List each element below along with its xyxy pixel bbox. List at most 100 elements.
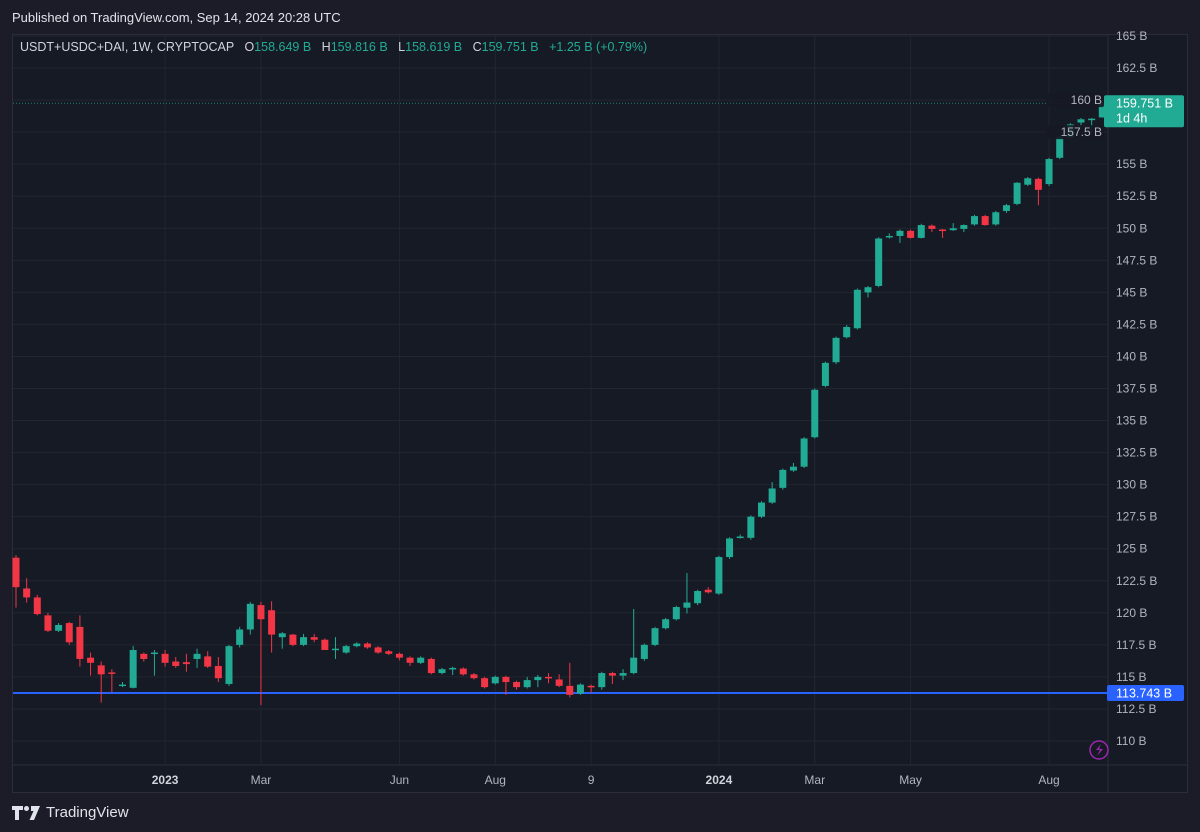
candle-up[interactable] — [342, 646, 350, 653]
candle-up[interactable] — [523, 680, 531, 688]
candle-up[interactable] — [1056, 137, 1064, 158]
candle-up[interactable] — [417, 657, 425, 663]
lightning-icon[interactable] — [1089, 740, 1109, 760]
candle-down[interactable] — [363, 643, 371, 648]
candle-down[interactable] — [204, 656, 212, 667]
candle-up[interactable] — [449, 667, 457, 670]
candle-up[interactable] — [1024, 178, 1032, 185]
candle-up[interactable] — [1045, 159, 1053, 185]
candle-up[interactable] — [1088, 118, 1096, 121]
candle-down[interactable] — [310, 637, 318, 640]
candle-down[interactable] — [97, 665, 105, 675]
candle-down[interactable] — [108, 672, 116, 674]
candle-up[interactable] — [246, 603, 254, 630]
candle-up[interactable] — [843, 326, 851, 338]
candle-down[interactable] — [928, 225, 936, 229]
candle-up[interactable] — [747, 516, 755, 538]
candle-up[interactable] — [800, 438, 808, 467]
candle-down[interactable] — [907, 230, 915, 238]
candle-up[interactable] — [1098, 103, 1106, 118]
candle-down[interactable] — [513, 682, 521, 688]
candle-up[interactable] — [853, 289, 861, 329]
symbol-name[interactable]: USDT+USDC+DAI, 1W, CRYPTOCAP — [20, 40, 234, 54]
candle-up[interactable] — [971, 216, 978, 225]
candle-up[interactable] — [332, 648, 339, 651]
candle-down[interactable] — [374, 647, 382, 653]
candle-down[interactable] — [44, 615, 52, 631]
candle-up[interactable] — [917, 225, 925, 238]
candle-up[interactable] — [683, 602, 691, 608]
candle-up[interactable] — [119, 684, 126, 687]
candle-up[interactable] — [960, 225, 968, 229]
candle-up[interactable] — [534, 676, 542, 681]
candle-up[interactable] — [875, 238, 883, 286]
candle-down[interactable] — [459, 668, 467, 675]
candle-down[interactable] — [257, 605, 265, 620]
candle-up[interactable] — [992, 212, 1000, 225]
candle-down[interactable] — [87, 657, 95, 663]
candle-down[interactable] — [545, 676, 552, 679]
candle-down[interactable] — [321, 639, 329, 650]
candle-up[interactable] — [715, 557, 723, 594]
candle-down[interactable] — [704, 589, 712, 593]
candle-up[interactable] — [821, 362, 829, 386]
candle-up[interactable] — [491, 676, 499, 684]
candle-down[interactable] — [182, 662, 190, 665]
candle-down[interactable] — [1034, 178, 1042, 190]
candle-down[interactable] — [481, 678, 489, 688]
candle-up[interactable] — [694, 591, 702, 604]
candle-up[interactable] — [353, 643, 361, 647]
candle-down[interactable] — [939, 229, 947, 232]
candle-up[interactable] — [278, 633, 286, 638]
candle-down[interactable] — [427, 658, 435, 674]
candle-up[interactable] — [236, 629, 244, 645]
candle-down[interactable] — [502, 676, 510, 683]
candle-down[interactable] — [12, 557, 20, 588]
candle-up[interactable] — [619, 673, 627, 676]
candle-up[interactable] — [129, 649, 137, 688]
candle-down[interactable] — [268, 610, 276, 635]
candle-up[interactable] — [1077, 119, 1085, 123]
candle-up[interactable] — [640, 644, 648, 659]
candle-down[interactable] — [65, 623, 73, 643]
candle-up[interactable] — [832, 337, 840, 363]
candle-down[interactable] — [33, 597, 41, 615]
candle-down[interactable] — [140, 653, 148, 659]
candle-up[interactable] — [789, 466, 797, 471]
candle-down[interactable] — [566, 685, 574, 695]
candle-down[interactable] — [555, 679, 563, 686]
tradingview-brand[interactable]: TradingView — [12, 804, 129, 821]
candle-down[interactable] — [289, 634, 297, 645]
candle-up[interactable] — [864, 287, 872, 293]
candle-up[interactable] — [736, 536, 744, 539]
candle-down[interactable] — [76, 626, 84, 659]
candle-down[interactable] — [981, 216, 989, 226]
candle-down[interactable] — [23, 588, 31, 598]
candle-up[interactable] — [896, 230, 904, 236]
candle-up[interactable] — [758, 502, 765, 517]
candle-up[interactable] — [885, 235, 893, 238]
candle-down[interactable] — [214, 666, 222, 679]
candle-up[interactable] — [949, 228, 957, 231]
candle-up[interactable] — [598, 673, 606, 688]
candle-up[interactable] — [1013, 182, 1021, 204]
candle-down[interactable] — [161, 653, 169, 663]
candle-up[interactable] — [651, 628, 659, 645]
candle-up[interactable] — [438, 669, 446, 674]
candle-down[interactable] — [608, 673, 616, 676]
candle-up[interactable] — [225, 646, 233, 684]
candle-up[interactable] — [662, 619, 670, 629]
candle-down[interactable] — [385, 651, 393, 654]
candle-up[interactable] — [1002, 205, 1010, 211]
candle-down[interactable] — [587, 685, 595, 688]
candle-down[interactable] — [470, 674, 478, 679]
candle-down[interactable] — [172, 661, 180, 667]
candle-up[interactable] — [779, 469, 787, 488]
candle-up[interactable] — [630, 657, 638, 674]
candle-down[interactable] — [395, 653, 403, 658]
candle-up[interactable] — [811, 389, 819, 438]
candle-up[interactable] — [55, 624, 63, 631]
candle-up[interactable] — [576, 684, 584, 694]
candle-up[interactable] — [150, 652, 158, 655]
